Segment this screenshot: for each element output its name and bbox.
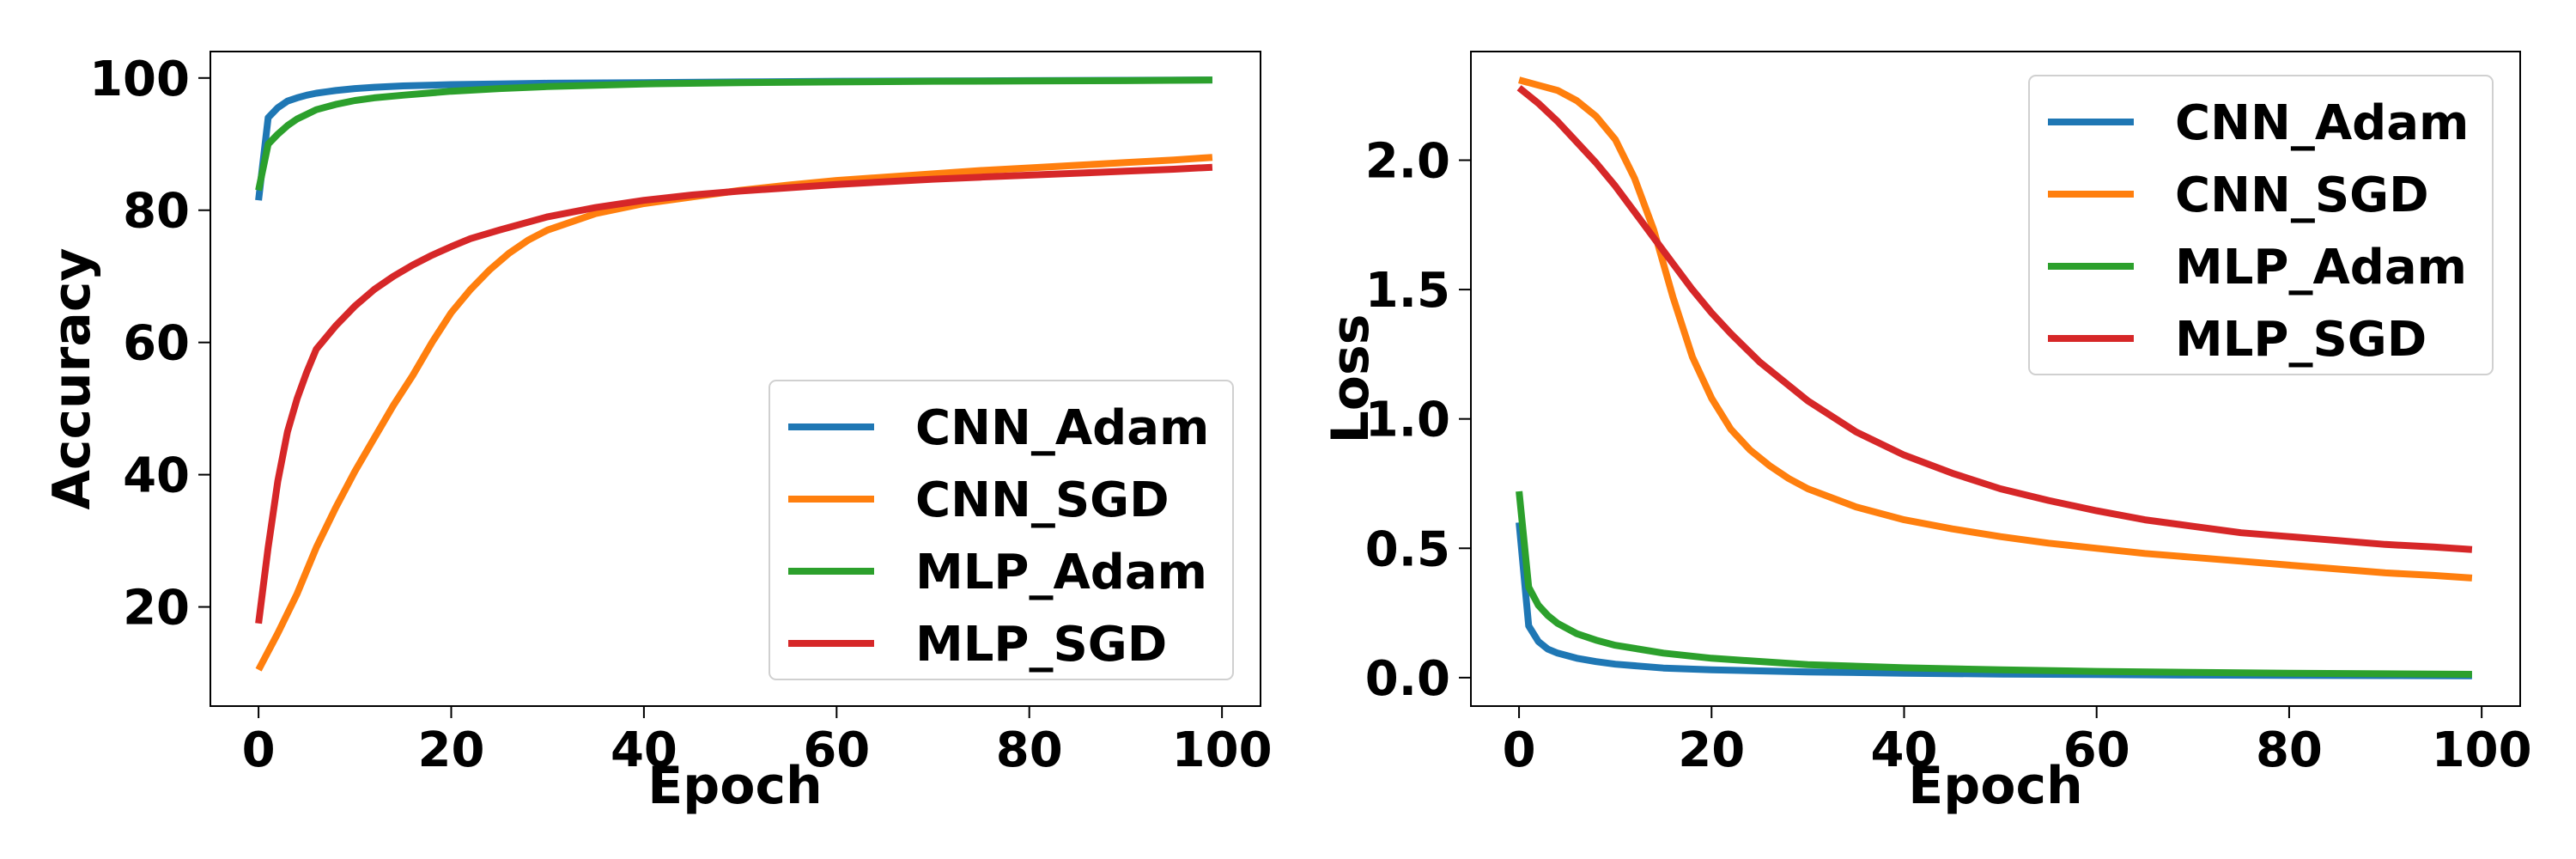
accuracy-x-ticks: 0 20 40 60 80 100: [242, 706, 1273, 778]
accuracy-y-ticks: 20 40 60 80 100: [89, 52, 210, 637]
accuracy-x-tick-label: 20: [418, 722, 485, 778]
accuracy-y-tick-label: 40: [123, 448, 190, 504]
accuracy-legend-label-mlp-sgd: MLP_SGD: [915, 617, 1167, 673]
accuracy-x-tick-label: 80: [996, 722, 1063, 778]
loss-y-axis-label: Loss: [1321, 314, 1381, 444]
accuracy-line-mlp-sgd: [255, 163, 1213, 624]
loss-x-ticks: 0 20 40 60 80 100: [1503, 706, 2532, 778]
accuracy-line-cnn-sgd: [255, 154, 1213, 672]
loss-legend-box: [2028, 75, 2494, 375]
accuracy-y-tick-label: 20: [123, 581, 190, 637]
accuracy-x-tick-label: 60: [803, 722, 870, 778]
loss-x-axis-label: Epoch: [1908, 756, 2082, 816]
accuracy-legend-box: [769, 380, 1234, 680]
accuracy-x-tick-label: 0: [242, 722, 276, 778]
loss-legend-label-cnn-sgd: CNN_SGD: [2175, 168, 2429, 223]
loss-legend-label-mlp-sgd: MLP_SGD: [2175, 312, 2427, 368]
loss-y-ticks: 0.0 0.5 1.0 1.5 2.0: [1365, 133, 1471, 707]
loss-series-lines: [1516, 76, 2473, 679]
accuracy-y-tick-label: 60: [123, 316, 190, 372]
loss-plot-frame: [1470, 51, 2521, 707]
accuracy-legend-label-mlp-adam: MLP_Adam: [915, 545, 1207, 600]
accuracy-x-tick-label: 100: [1172, 722, 1273, 778]
accuracy-y-tick-label: 100: [89, 52, 190, 107]
loss-chart: 0 20 40 60 80 100 0.00.51.01.52.0 Epoch Loss …: [1321, 51, 2532, 816]
accuracy-y-axis-label: Accuracy: [42, 247, 102, 509]
accuracy-y-tick-label: 80: [123, 184, 190, 240]
loss-y-tick-label: 1.0: [1365, 393, 1450, 448]
loss-x-tick-label: 40: [1871, 722, 1938, 778]
accuracy-legend-label-cnn-sgd: CNN_SGD: [915, 472, 1170, 528]
accuracy-series-lines: [255, 76, 1213, 672]
accuracy-legend-label-cnn-adam: CNN_Adam: [915, 400, 1209, 456]
loss-y-tick-label: 1.5: [1365, 263, 1450, 319]
accuracy-legend: CNN_Adam CNN_SGD MLP_Adam MLP_SGD: [769, 380, 1234, 680]
loss-x-tick-label: 0: [1503, 722, 1536, 778]
loss-x-tick-label: 100: [2432, 722, 2532, 778]
accuracy-plot-frame: [210, 51, 1261, 707]
loss-x-tick-label: 80: [2256, 722, 2323, 778]
accuracy-x-axis-label: Epoch: [647, 756, 822, 816]
loss-x-tick-label: 20: [1678, 722, 1745, 778]
loss-line-mlp-sgd: [1516, 85, 2473, 553]
loss-y-tick-label: 0.5: [1365, 521, 1450, 577]
loss-x-tick-label: 60: [2063, 722, 2130, 778]
loss-y-tick-label: 2.0: [1365, 133, 1450, 189]
loss-y-tick-label: 0.0: [1365, 651, 1450, 707]
accuracy-x-tick-label: 40: [611, 722, 677, 778]
loss-line-mlp-adam: [1516, 490, 2472, 678]
loss-line-cnn-sgd: [1518, 76, 2473, 582]
loss-legend: CNN_Adam CNN_SGD MLP_Adam MLP_SGD: [2028, 75, 2494, 375]
accuracy-line-mlp-adam: [255, 76, 1212, 192]
loss-legend-label-mlp-adam: MLP_Adam: [2175, 240, 2467, 295]
loss-legend-label-cnn-adam: CNN_Adam: [2175, 95, 2469, 151]
